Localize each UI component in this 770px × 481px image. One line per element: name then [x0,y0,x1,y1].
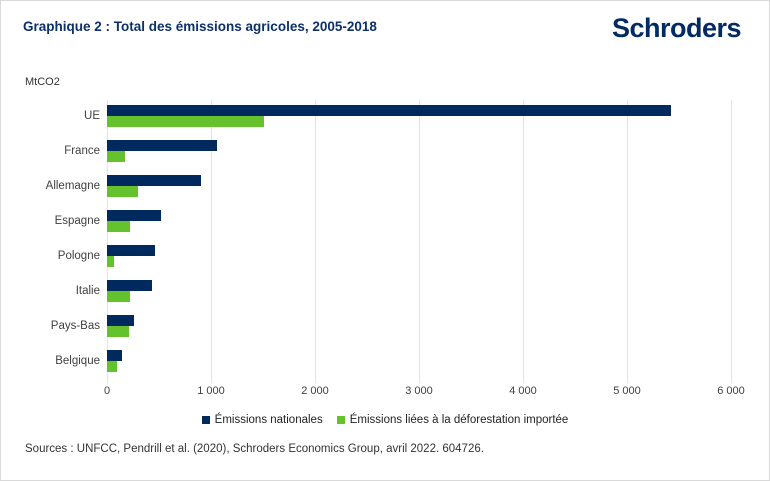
imported-deforestation-bar [107,150,125,162]
imported-deforestation-bar [107,115,265,127]
x-axis: 0 1 000 2 000 3 000 4 000 5 000 6 000 [103,385,745,401]
sources-text: Sources : UNFCC, Pendrill et al. (2020),… [25,443,484,455]
x-axis-tick-label: 4 000 [509,385,537,397]
imported-deforestation-bar [107,220,130,232]
national-emissions-bar [107,244,156,256]
bar-pair [107,238,731,273]
schroders-logo: Schroders [611,13,742,43]
legend-swatch [336,416,345,424]
legend-label: Émissions liées à la déforestation impor… [349,414,569,426]
national-emissions-bar [107,209,162,221]
category-label: France [64,144,100,157]
x-axis-tick-label: 3 000 [405,385,433,397]
bar-row: UE [23,98,731,133]
national-emissions-bar [107,139,218,151]
legend: Émissions nationales Émissions liées à la… [1,414,769,426]
legend-swatch [201,416,210,424]
page-title: Graphique 2 : Total des émissions agrico… [23,19,377,34]
legend-item: Émissions liées à la déforestation impor… [336,414,569,426]
bar-row: Pologne [23,238,731,273]
legend-item: Émissions nationales [201,414,323,426]
bar-chart: UE France Allemagne Espagne Pologne Italie Pay… [23,98,745,401]
imported-deforestation-bar [107,290,130,302]
bar-row: Pays-Bas [23,308,731,343]
header: Graphique 2 : Total des émissions agrico… [1,1,769,42]
x-axis-tick-label: 1 000 [197,385,225,397]
category-label: Pays-Bas [50,319,100,332]
national-emissions-bar [107,349,122,361]
bar-pair [107,133,731,168]
plot-area: UE France Allemagne Espagne Pologne Italie Pay… [23,98,732,383]
x-axis-tick-label: 2 000 [301,385,329,397]
national-emissions-bar [107,279,153,291]
category-label: Belgique [55,354,100,367]
national-emissions-bar [107,104,671,116]
x-axis-tick-label: 6 000 [717,385,745,397]
national-emissions-bar [107,314,134,326]
gridline [731,100,732,383]
national-emissions-bar [107,174,201,186]
bar-pair [107,98,731,133]
bar-pair [107,343,731,378]
bar-pair [107,168,731,203]
bar-row: Belgique [23,343,731,378]
category-label: Pologne [57,249,100,262]
bar-row: France [23,133,731,168]
bar-pair [107,203,731,238]
bar-pair [107,308,731,343]
category-label: UE [84,109,100,122]
bar-rows: UE France Allemagne Espagne Pologne Italie Pay… [23,98,731,378]
imported-deforestation-bar [107,255,115,267]
unit-label: MtCO2 [25,76,60,88]
bar-row: Italie [23,273,731,308]
category-label: Italie [75,284,100,297]
imported-deforestation-bar [107,325,129,337]
x-axis-tick-label: 0 [103,385,111,397]
imported-deforestation-bar [107,360,118,372]
category-label: Allemagne [45,179,100,192]
bar-pair [107,273,731,308]
x-axis-tick-label: 5 000 [613,385,641,397]
legend-label: Émissions nationales [214,414,323,426]
bar-row: Allemagne [23,168,731,203]
category-label: Espagne [54,214,100,227]
bar-row: Espagne [23,203,731,238]
imported-deforestation-bar [107,185,139,197]
